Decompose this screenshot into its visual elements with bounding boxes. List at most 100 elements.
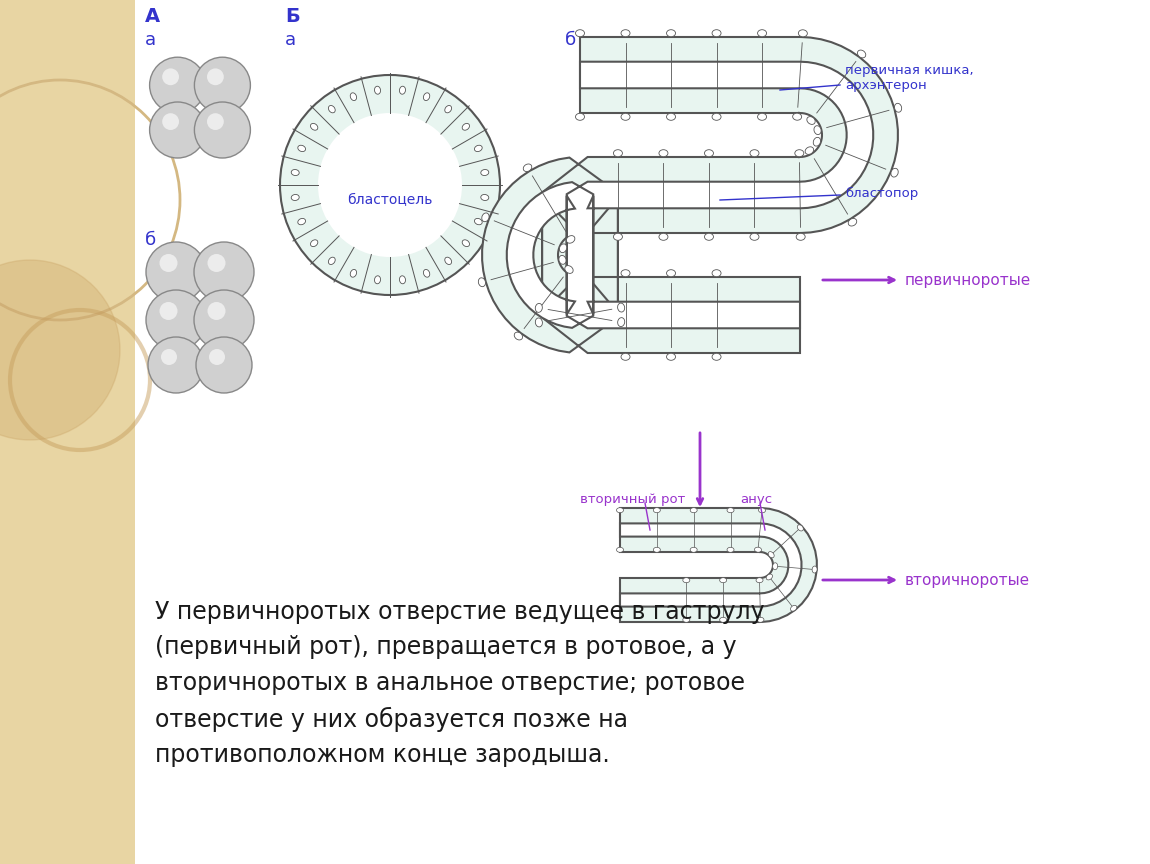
Circle shape <box>279 75 500 295</box>
Ellipse shape <box>616 508 623 512</box>
Ellipse shape <box>891 168 898 177</box>
Circle shape <box>146 290 206 350</box>
Ellipse shape <box>813 137 821 146</box>
Ellipse shape <box>895 104 902 112</box>
Ellipse shape <box>768 551 774 558</box>
Ellipse shape <box>559 244 567 252</box>
Ellipse shape <box>482 213 489 222</box>
Text: вторичноротые: вторичноротые <box>905 573 1030 588</box>
Circle shape <box>194 102 251 158</box>
Ellipse shape <box>310 240 317 246</box>
Circle shape <box>161 349 177 365</box>
Ellipse shape <box>750 149 759 156</box>
Ellipse shape <box>805 147 814 155</box>
Ellipse shape <box>792 113 802 120</box>
Ellipse shape <box>759 508 766 513</box>
Ellipse shape <box>462 124 469 130</box>
Ellipse shape <box>621 353 630 360</box>
Ellipse shape <box>705 149 713 156</box>
Ellipse shape <box>712 353 721 360</box>
Ellipse shape <box>475 145 482 151</box>
Ellipse shape <box>795 149 804 156</box>
Ellipse shape <box>766 574 773 580</box>
Circle shape <box>209 349 225 365</box>
Text: а: а <box>285 31 297 49</box>
Bar <box>0 0 135 864</box>
Circle shape <box>162 113 179 130</box>
Ellipse shape <box>565 265 573 273</box>
Text: а: а <box>145 31 156 49</box>
Ellipse shape <box>812 566 818 573</box>
Polygon shape <box>482 37 898 353</box>
Ellipse shape <box>798 29 807 37</box>
Ellipse shape <box>814 125 821 135</box>
Ellipse shape <box>727 547 734 552</box>
Ellipse shape <box>559 256 566 264</box>
Ellipse shape <box>399 276 406 283</box>
Ellipse shape <box>667 113 675 120</box>
Ellipse shape <box>758 29 767 36</box>
Bar <box>135 0 1150 864</box>
Text: первичная кишка,
архэнтерон: первичная кишка, архэнтерон <box>845 64 974 92</box>
Ellipse shape <box>807 117 815 124</box>
Text: Б: Б <box>285 7 300 26</box>
Text: б: б <box>565 31 576 49</box>
Ellipse shape <box>523 164 531 172</box>
Ellipse shape <box>575 29 584 36</box>
Ellipse shape <box>758 113 767 120</box>
Ellipse shape <box>790 606 797 611</box>
Polygon shape <box>507 61 873 328</box>
Ellipse shape <box>481 169 489 175</box>
Ellipse shape <box>613 233 622 240</box>
Ellipse shape <box>659 149 668 156</box>
Text: бластоцель: бластоцель <box>347 193 432 207</box>
Circle shape <box>162 68 179 86</box>
Ellipse shape <box>616 547 623 552</box>
Ellipse shape <box>351 270 356 277</box>
Circle shape <box>146 242 206 302</box>
Ellipse shape <box>375 276 381 283</box>
Ellipse shape <box>423 270 430 277</box>
Ellipse shape <box>756 578 764 582</box>
Circle shape <box>207 68 224 86</box>
Circle shape <box>0 260 120 440</box>
Text: первичноротые: первичноротые <box>905 272 1032 288</box>
Circle shape <box>319 113 462 257</box>
Text: анус: анус <box>739 493 772 506</box>
Ellipse shape <box>720 578 727 582</box>
Polygon shape <box>620 524 802 607</box>
Ellipse shape <box>727 508 734 512</box>
Ellipse shape <box>683 617 690 622</box>
Ellipse shape <box>667 29 675 36</box>
Circle shape <box>148 337 204 393</box>
Ellipse shape <box>462 240 469 246</box>
Circle shape <box>194 57 251 113</box>
Ellipse shape <box>445 105 452 113</box>
Ellipse shape <box>757 617 764 622</box>
Ellipse shape <box>423 92 430 100</box>
Ellipse shape <box>773 562 777 569</box>
Ellipse shape <box>613 149 622 156</box>
Text: б: б <box>145 231 156 249</box>
Ellipse shape <box>475 219 482 225</box>
Ellipse shape <box>329 105 335 113</box>
Ellipse shape <box>399 86 406 94</box>
Ellipse shape <box>712 29 721 36</box>
Polygon shape <box>620 508 816 622</box>
Circle shape <box>160 254 177 272</box>
Ellipse shape <box>536 318 543 327</box>
Ellipse shape <box>849 219 857 226</box>
Ellipse shape <box>329 257 335 264</box>
Ellipse shape <box>797 524 804 531</box>
Ellipse shape <box>712 113 721 120</box>
Text: бластопор: бластопор <box>845 187 918 200</box>
Ellipse shape <box>514 332 522 340</box>
Ellipse shape <box>712 270 721 276</box>
Circle shape <box>207 302 225 320</box>
Ellipse shape <box>445 257 452 264</box>
Circle shape <box>194 242 254 302</box>
Circle shape <box>150 102 206 158</box>
Circle shape <box>194 290 254 350</box>
Ellipse shape <box>481 194 489 200</box>
Circle shape <box>207 254 225 272</box>
